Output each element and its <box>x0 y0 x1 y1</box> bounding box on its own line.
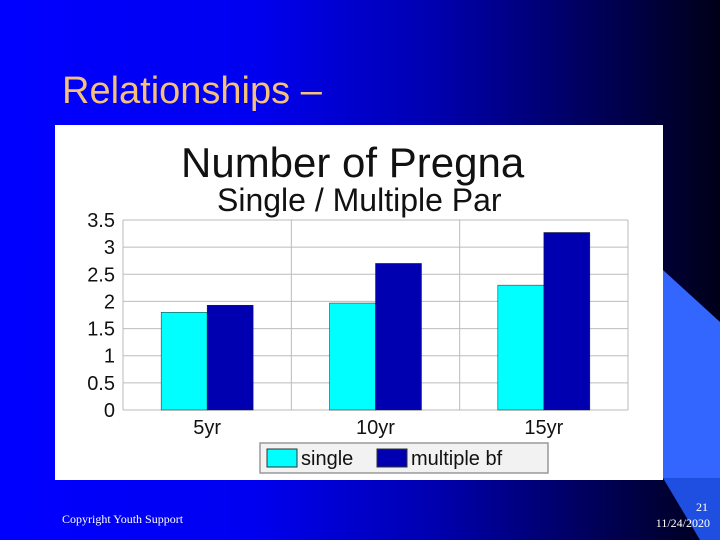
y-tick-label: 0 <box>104 400 115 422</box>
x-tick-label: 15yr <box>524 417 563 439</box>
legend-swatch-multiple <box>376 448 408 468</box>
bar-single-10yr <box>329 302 376 411</box>
y-tick-labels: 0 0.5 1 1.5 2 2.5 3 3.5 <box>87 210 115 422</box>
chart-title: Number of Pregna <box>181 139 525 186</box>
y-tick-label: 2.5 <box>87 264 115 286</box>
bar-multiple-10yr <box>375 263 422 411</box>
legend-swatch-single <box>266 448 298 468</box>
y-tick-label: 1.5 <box>87 319 115 341</box>
chart-image: Number of Pregna Single / Multiple Par 0… <box>55 125 663 480</box>
footer-copyright: Copyright Youth Support <box>62 512 184 526</box>
x-tick-labels: 5yr 10yr 15yr <box>193 417 563 439</box>
y-tick-label: 1 <box>104 346 115 368</box>
bar-multiple-5yr <box>206 304 254 411</box>
bars <box>160 232 591 411</box>
bar-multiple-15yr <box>543 232 591 411</box>
bar-chart: Number of Pregna Single / Multiple Par 0… <box>87 139 629 474</box>
y-tick-label: 2 <box>104 291 115 313</box>
legend-label-multiple: multiple bf <box>411 448 503 470</box>
legend: single multiple bf <box>259 442 549 474</box>
y-tick-label: 0.5 <box>87 373 115 395</box>
chart-subtitle: Single / Multiple Par <box>217 182 502 218</box>
x-tick-label: 5yr <box>193 417 221 439</box>
bar-single-15yr <box>497 284 545 411</box>
footer-date: 11/24/2020 <box>655 516 710 530</box>
x-tick-label: 10yr <box>356 417 395 439</box>
slide-title: Relationships – <box>62 70 322 112</box>
legend-label-single: single <box>301 448 353 470</box>
bar-single-5yr <box>160 312 208 411</box>
page-number: 21 <box>696 500 708 514</box>
y-tick-label: 3 <box>104 237 115 259</box>
y-tick-label: 3.5 <box>87 210 115 232</box>
